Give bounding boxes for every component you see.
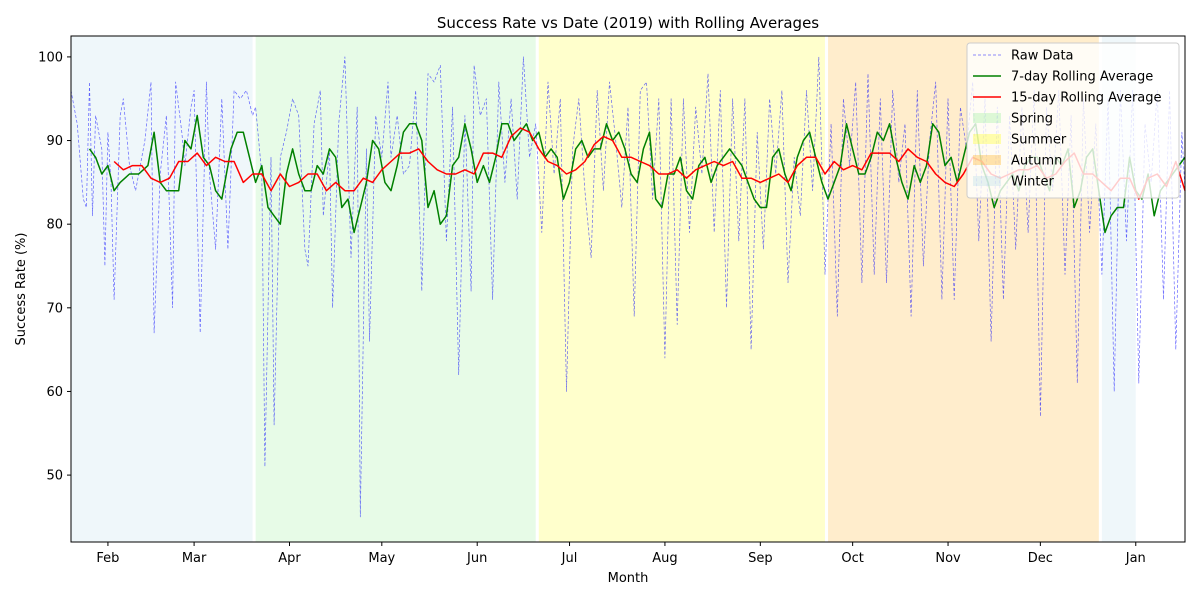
x-tick-label: Oct: [841, 551, 863, 566]
legend-label-7-day-rolling-average: 7-day Rolling Average: [1011, 70, 1153, 85]
legend-swatch-winter: [973, 176, 1001, 186]
x-tick-label: Feb: [96, 551, 119, 566]
legend-swatch-summer: [973, 134, 1001, 144]
plot-frame: [70, 35, 1186, 543]
y-axis: 50 60 70 80 90 100: [38, 50, 71, 484]
legend-swatch-spring: [973, 113, 1001, 123]
y-axis-label: Success Rate (%): [14, 233, 29, 346]
legend-label-winter: Winter: [1011, 175, 1055, 190]
x-tick-label: Mar: [182, 551, 207, 566]
y-tick-label: 70: [46, 301, 63, 316]
legend-label-15-day-rolling-average: 15-day Rolling Average: [1011, 91, 1162, 106]
legend-label-spring: Spring: [1011, 112, 1053, 127]
season-band-winter-0: [71, 36, 253, 542]
x-axis-label: Month: [608, 571, 649, 586]
x-tick-label: Sep: [748, 551, 773, 566]
y-tick-label: 60: [46, 385, 63, 400]
chart-title: Success Rate vs Date (2019) with Rolling…: [437, 14, 819, 32]
legend-swatch-autumn: [973, 155, 1001, 165]
x-tick-label: Apr: [278, 551, 301, 566]
x-tick-label: Aug: [652, 551, 677, 566]
legend-label-raw-data: Raw Data: [1011, 49, 1074, 64]
y-tick-label: 80: [46, 218, 63, 233]
legend-box: [966, 42, 1180, 199]
y-tick-label: 90: [46, 134, 63, 149]
y-tick-label: 100: [38, 50, 63, 65]
x-tick-label: Dec: [1028, 551, 1053, 566]
x-tick-label: Jul: [561, 551, 578, 566]
x-tick-label: Jan: [1125, 551, 1146, 566]
season-band-summer-2: [538, 36, 825, 542]
y-tick-label: 50: [46, 469, 63, 484]
legend: Raw Data 7-day Rolling Average 15-day Roll…: [966, 42, 1180, 199]
x-tick-label: Nov: [935, 551, 961, 566]
season-band-spring-1: [255, 36, 536, 542]
x-tick-label: Jun: [466, 551, 487, 566]
series-line-raw-data: [70, 56, 1186, 518]
x-tick-label: May: [368, 551, 395, 566]
legend-label-summer: Summer: [1011, 133, 1067, 148]
x-axis: Feb Mar Apr May Jun Jul Aug Sep Oct Nov Dec Jan: [96, 542, 1146, 566]
legend-label-autumn: Autumn: [1011, 154, 1062, 169]
